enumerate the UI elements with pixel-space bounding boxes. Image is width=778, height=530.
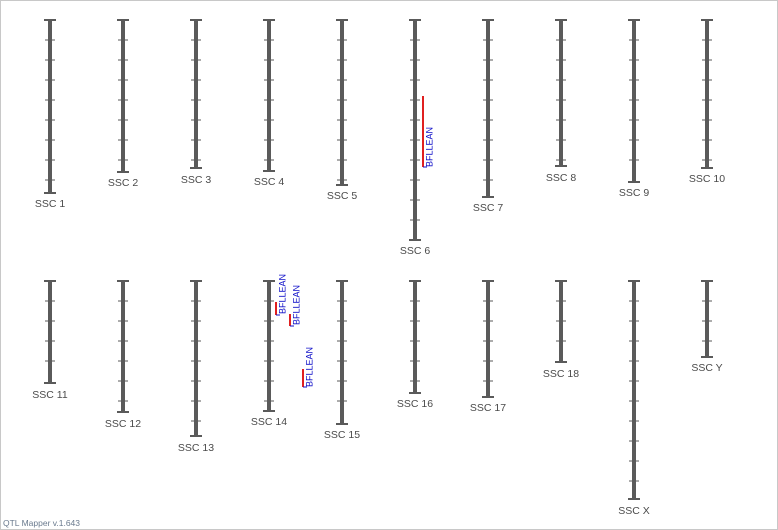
qtl-label: BFLLEAN [424, 127, 434, 167]
chromosome-label: SSC 18 [543, 368, 579, 380]
chromosome-ssc-11[interactable]: SSC 11 [32, 280, 68, 401]
qtl-label: BFLLEAN [277, 274, 287, 314]
chromosome-label: SSC 16 [397, 398, 433, 410]
chromosome-label: SSC 9 [619, 187, 650, 199]
chromosome-ssc-7[interactable]: SSC 7 [473, 19, 504, 214]
chromosome-ssc-y[interactable]: SSC Y [691, 280, 723, 374]
chromosome-label: SSC 14 [251, 416, 287, 428]
chromosome-ssc-16[interactable]: SSC 16 [397, 280, 433, 410]
chromosome-label: SSC 6 [400, 245, 431, 257]
chromosome-label: SSC X [618, 505, 650, 517]
chromosome-ssc-12[interactable]: SSC 12 [105, 280, 141, 430]
qtl-label: BFLLEAN [291, 285, 301, 325]
chromosome-label: SSC 11 [32, 389, 68, 401]
chromosome-ssc-13[interactable]: SSC 13 [178, 280, 214, 454]
chromosome-label: SSC 10 [689, 173, 725, 185]
chromosome-ssc-18[interactable]: SSC 18 [543, 280, 579, 380]
chromosome-ssc-9[interactable]: SSC 9 [619, 19, 650, 199]
chromosome-label: SSC 2 [108, 177, 139, 189]
chromosome-label: SSC 15 [324, 429, 360, 441]
chromosome-label: SSC 8 [546, 172, 577, 184]
chromosome-ssc-10[interactable]: SSC 10 [689, 19, 725, 185]
chromosome-ssc-2[interactable]: SSC 2 [108, 19, 139, 189]
chromosome-ssc-14[interactable]: SSC 14 [251, 280, 287, 428]
chromosome-ssc-x[interactable]: SSC X [618, 280, 650, 517]
chromosome-label: SSC 1 [35, 198, 66, 210]
chromosome-ssc-5[interactable]: SSC 5 [327, 19, 358, 202]
qtl-bfllean[interactable]: BFLLEAN [289, 285, 301, 327]
chromosome-ssc-15[interactable]: SSC 15 [324, 280, 360, 441]
chromosome-label: SSC 4 [254, 176, 285, 188]
chromosome-label: SSC 12 [105, 418, 141, 430]
version-footer: QTL Mapper v.1.643 [3, 518, 81, 528]
chromosome-label: SSC 13 [178, 442, 214, 454]
chromosome-label: SSC 3 [181, 174, 212, 186]
qtl-bfllean[interactable]: BFLLEAN [275, 274, 287, 316]
chromosome-ssc-6[interactable]: SSC 6 [400, 19, 431, 257]
chromosome-label: SSC Y [691, 362, 722, 374]
chromosome-ssc-1[interactable]: SSC 1 [35, 19, 66, 210]
chromosome-ssc-8[interactable]: SSC 8 [546, 19, 577, 184]
qtl-label: BFLLEAN [304, 347, 314, 387]
qtl-bfllean[interactable]: BFLLEAN [422, 96, 434, 168]
chromosome-label: SSC 5 [327, 190, 358, 202]
chromosome-label: SSC 17 [470, 402, 506, 414]
chromosome-ssc-3[interactable]: SSC 3 [181, 19, 212, 186]
chromosome-label: SSC 7 [473, 202, 504, 214]
qtl-bfllean[interactable]: BFLLEAN [302, 347, 314, 388]
chromosome-ssc-4[interactable]: SSC 4 [254, 19, 285, 188]
chromosome-ssc-17[interactable]: SSC 17 [470, 280, 506, 414]
